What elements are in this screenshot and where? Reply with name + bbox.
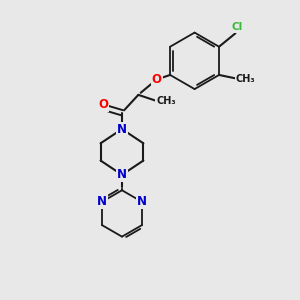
Text: N: N xyxy=(117,122,127,136)
Text: CH₃: CH₃ xyxy=(236,74,256,83)
Text: N: N xyxy=(97,195,107,208)
Text: N: N xyxy=(137,195,147,208)
Text: CH₃: CH₃ xyxy=(156,96,176,106)
Text: N: N xyxy=(117,168,127,181)
Text: Cl: Cl xyxy=(231,22,242,32)
Text: O: O xyxy=(98,98,108,111)
Text: O: O xyxy=(152,73,162,86)
